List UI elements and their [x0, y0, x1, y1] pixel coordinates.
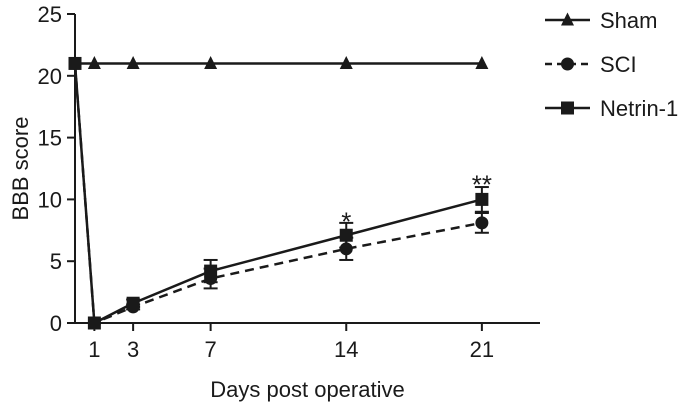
x-tick-label: 14 — [334, 337, 358, 362]
series-sham — [68, 55, 489, 69]
y-axis-label: BBB score — [8, 117, 33, 221]
y-tick-label: 15 — [38, 126, 62, 151]
significance-marker: ** — [472, 170, 492, 200]
data-point-netrin-1 — [87, 316, 101, 330]
data-point-netrin-1 — [68, 56, 82, 70]
series-layer — [68, 55, 489, 330]
data-point-sham — [339, 55, 353, 69]
axes: 0 5 10 15 20 25 1 3 7 14 21 Days post operative BBB … — [8, 2, 540, 402]
series-line-sci — [73, 63, 483, 325]
x-axis-label: Days post operative — [210, 377, 404, 402]
legend-marker-sham — [561, 12, 574, 26]
data-point-netrin-1 — [126, 296, 140, 310]
data-point-sham — [204, 55, 218, 69]
legend-item-sci: SCI — [545, 52, 637, 77]
annotation-layer: *** — [341, 170, 492, 237]
data-point-netrin-1 — [204, 264, 218, 278]
x-tick-label: 3 — [127, 337, 139, 362]
y-tick-label: 0 — [50, 311, 62, 336]
data-point-netrin-1 — [339, 228, 353, 242]
legend-label: Sham — [600, 8, 657, 33]
data-point-sham — [475, 55, 489, 69]
series-netrin-1 — [68, 56, 489, 330]
series-sci — [68, 56, 489, 330]
y-tick-label: 20 — [38, 64, 62, 89]
legend-label: SCI — [600, 52, 637, 77]
x-tick-label: 21 — [470, 337, 494, 362]
x-tick-label: 7 — [205, 337, 217, 362]
significance-marker: * — [341, 207, 351, 237]
legend-marker-sci — [561, 57, 574, 71]
data-point-sham — [126, 55, 140, 69]
legend-item-sham: Sham — [545, 8, 657, 33]
legend-item-netrin-1: Netrin-1 — [545, 96, 678, 121]
legend-marker-netrin-1 — [561, 101, 574, 115]
legend: Sham SCI Netrin-1 — [545, 8, 678, 121]
data-point-sham — [87, 55, 101, 69]
data-point-sci — [339, 242, 353, 256]
series-line-netrin-1 — [73, 63, 483, 325]
y-tick-label: 5 — [50, 249, 62, 274]
y-tick-label: 25 — [38, 2, 62, 27]
legend-label: Netrin-1 — [600, 96, 678, 121]
y-tick-label: 10 — [38, 187, 62, 212]
data-point-netrin-1 — [475, 192, 489, 206]
data-point-sci — [475, 216, 489, 230]
x-tick-label: 1 — [88, 337, 100, 362]
